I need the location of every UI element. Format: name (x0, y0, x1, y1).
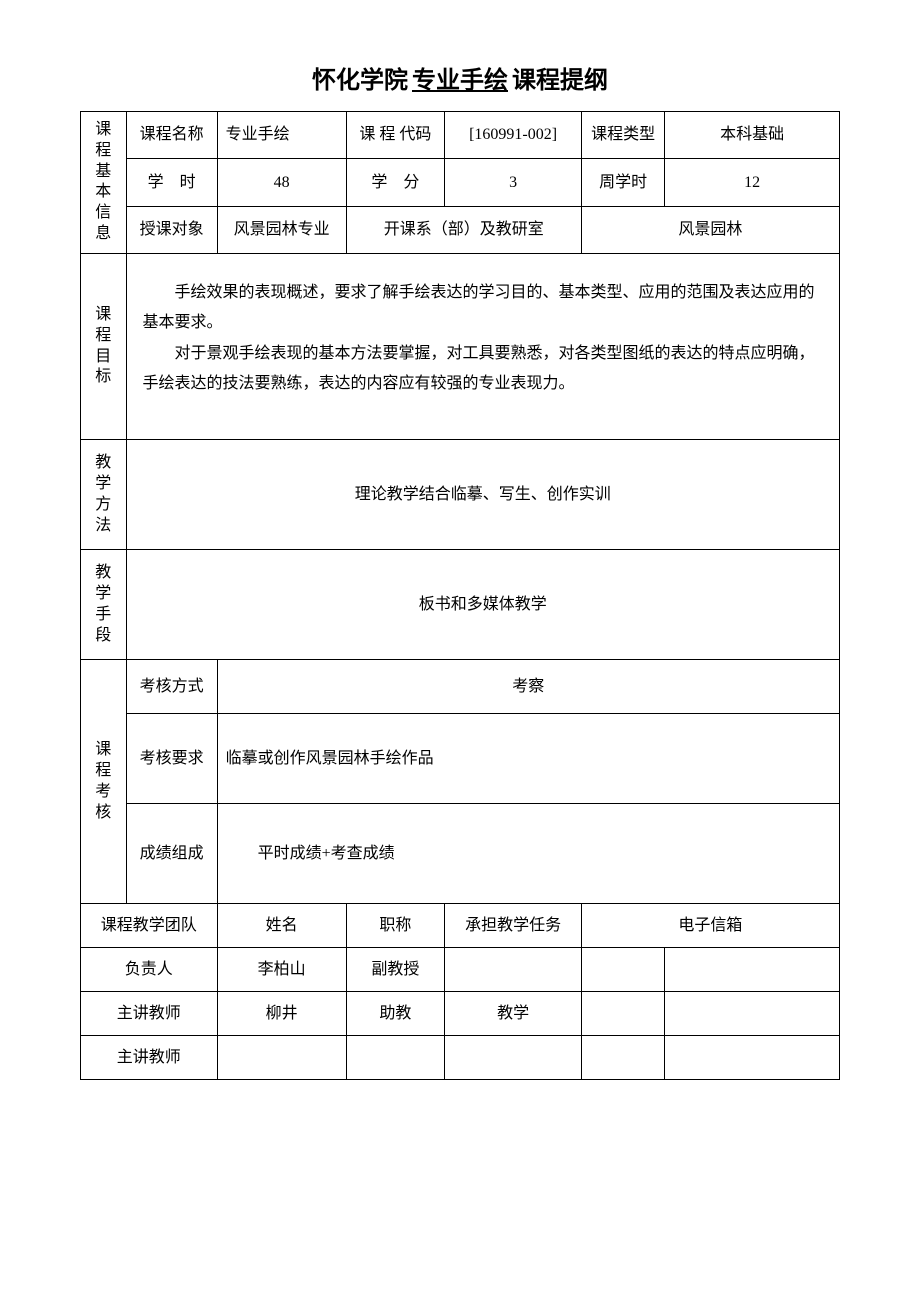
hours-value: 48 (217, 159, 346, 206)
team-role-0: 负责人 (81, 948, 218, 992)
assess-mode-label: 考核方式 (126, 660, 217, 714)
team-header-name: 姓名 (217, 904, 346, 948)
page-title: 怀化学院专业手绘课程提纲 (80, 60, 840, 95)
weekly-value: 12 (665, 159, 840, 206)
team-title-0: 副教授 (346, 948, 445, 992)
method-section-label: 教学方法 (81, 440, 127, 550)
objective-row: 课程目标 手绘效果的表现概述，要求了解手绘表达的学习目的、基本类型、应用的范围及… (81, 253, 840, 440)
audience-label: 授课对象 (126, 206, 217, 253)
assess-req-value: 临摹或创作风景园林手绘作品 (217, 714, 839, 804)
team-email-0b (665, 948, 840, 992)
course-type-value: 本科基础 (665, 112, 840, 159)
basic-info-row-2: 学 时 48 学 分 3 周学时 12 (81, 159, 840, 206)
course-name-label: 课程名称 (126, 112, 217, 159)
title-underlined: 专业手绘 (408, 68, 512, 94)
objective-para-1: 手绘效果的表现概述，要求了解手绘表达的学习目的、基本类型、应用的范围及表达应用的… (143, 278, 823, 339)
title-suffix: 课程提纲 (512, 68, 608, 94)
team-email-1b (665, 992, 840, 1036)
assess-req-row: 考核要求 临摹或创作风景园林手绘作品 (81, 714, 840, 804)
team-section-label: 课程教学团队 (81, 904, 218, 948)
team-task-1: 教学 (445, 992, 582, 1036)
team-name-1: 柳井 (217, 992, 346, 1036)
assess-mode-value: 考察 (217, 660, 839, 714)
assess-comp-label: 成绩组成 (126, 804, 217, 904)
course-code-value: [160991-002] (445, 112, 582, 159)
team-name-2 (217, 1036, 346, 1080)
assess-comp-row: 成绩组成 平时成绩+考查成绩 (81, 804, 840, 904)
team-role-1: 主讲教师 (81, 992, 218, 1036)
course-name-value: 专业手绘 (217, 112, 346, 159)
objective-para-2: 对于景观手绘表现的基本方法要掌握，对工具要熟悉，对各类型图纸的表达的特点应明确，… (143, 339, 823, 400)
basic-info-row-3: 授课对象 风景园林专业 开课系（部）及教研室 风景园林 (81, 206, 840, 253)
objective-content: 手绘效果的表现概述，要求了解手绘表达的学习目的、基本类型、应用的范围及表达应用的… (126, 253, 839, 440)
team-role-2: 主讲教师 (81, 1036, 218, 1080)
audience-value: 风景园林专业 (217, 206, 346, 253)
means-section-label: 教学手段 (81, 550, 127, 660)
team-header-title: 职称 (346, 904, 445, 948)
hours-label: 学 时 (126, 159, 217, 206)
team-row-2: 主讲教师 (81, 1036, 840, 1080)
basic-info-section-label: 课程基本信息 (81, 112, 127, 254)
team-email-1a (581, 992, 664, 1036)
weekly-label: 周学时 (581, 159, 664, 206)
team-header-row: 课程教学团队 姓名 职称 承担教学任务 电子信箱 (81, 904, 840, 948)
objective-section-label: 课程目标 (81, 253, 127, 440)
team-task-2 (445, 1036, 582, 1080)
method-content: 理论教学结合临摹、写生、创作实训 (126, 440, 839, 550)
team-header-email: 电子信箱 (581, 904, 839, 948)
team-task-0 (445, 948, 582, 992)
team-title-1: 助教 (346, 992, 445, 1036)
team-name-0: 李柏山 (217, 948, 346, 992)
basic-info-row-1: 课程基本信息 课程名称 专业手绘 课 程 代码 [160991-002] 课程类… (81, 112, 840, 159)
team-row-1: 主讲教师 柳井 助教 教学 (81, 992, 840, 1036)
assessment-section-label: 课程考核 (81, 660, 127, 904)
assess-req-label: 考核要求 (126, 714, 217, 804)
assess-comp-value: 平时成绩+考查成绩 (217, 804, 839, 904)
team-header-task: 承担教学任务 (445, 904, 582, 948)
method-row: 教学方法 理论教学结合临摹、写生、创作实训 (81, 440, 840, 550)
course-code-label: 课 程 代码 (346, 112, 445, 159)
dept-label: 开课系（部）及教研室 (346, 206, 581, 253)
team-email-2a (581, 1036, 664, 1080)
dept-value: 风景园林 (581, 206, 839, 253)
team-title-2 (346, 1036, 445, 1080)
assess-mode-row: 课程考核 考核方式 考察 (81, 660, 840, 714)
team-email-0a (581, 948, 664, 992)
title-prefix: 怀化学院 (312, 68, 408, 94)
credits-label: 学 分 (346, 159, 445, 206)
course-outline-table: 课程基本信息 课程名称 专业手绘 课 程 代码 [160991-002] 课程类… (80, 111, 840, 1080)
team-email-2b (665, 1036, 840, 1080)
team-row-0: 负责人 李柏山 副教授 (81, 948, 840, 992)
means-content: 板书和多媒体教学 (126, 550, 839, 660)
credits-value: 3 (445, 159, 582, 206)
means-row: 教学手段 板书和多媒体教学 (81, 550, 840, 660)
course-type-label: 课程类型 (581, 112, 664, 159)
